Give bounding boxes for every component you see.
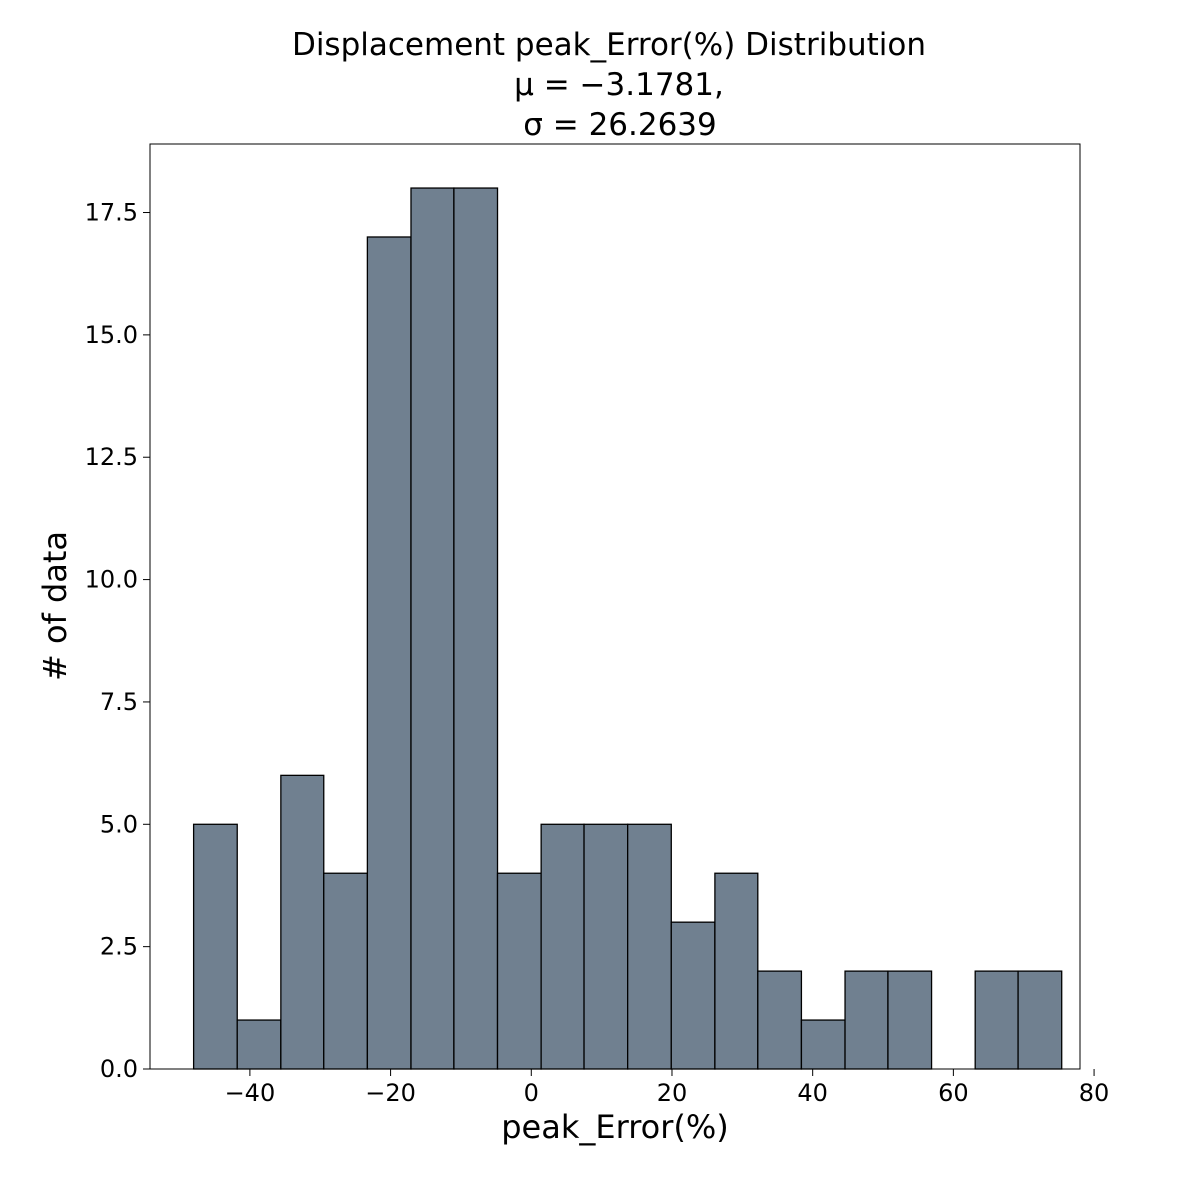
x-tick-label: 40 [797, 1079, 828, 1107]
plot-frame [149, 143, 1081, 1070]
histogram-bar [192, 823, 238, 1070]
histogram-bar [366, 236, 412, 1070]
histogram-bar [670, 921, 716, 1070]
histogram-bar [280, 774, 325, 1070]
chart-title: Displacement peak_Error(%) Distribution [292, 27, 926, 63]
x-axis-ticks: −40 −20 0 20 40 60 80 [225, 1069, 1110, 1107]
chart-title-group: Displacement peak_Error(%) Distribution … [292, 27, 926, 143]
histogram-bar [800, 1019, 846, 1070]
x-tick-label: 20 [657, 1079, 688, 1107]
x-tick-label: −20 [365, 1079, 416, 1107]
bars-group [192, 187, 1063, 1070]
y-axis-ticks: 0.0 2.5 5.0 7.5 10.0 12.5 15.0 17.5 [85, 199, 150, 1083]
histogram-bar [323, 872, 369, 1070]
histogram-bar [844, 970, 889, 1070]
y-tick-label: 17.5 [85, 199, 138, 227]
histogram-bar [583, 823, 629, 1070]
y-tick-label: 15.0 [85, 321, 138, 349]
chart-subtitle-sigma: σ = 26.2639 [523, 107, 717, 143]
y-tick-label: 12.5 [85, 443, 138, 471]
y-tick-label: 5.0 [100, 810, 138, 838]
x-tick-label: 60 [938, 1079, 969, 1107]
y-tick-label: 0.0 [100, 1055, 138, 1083]
histogram-bar [496, 872, 542, 1070]
histogram-bar [714, 872, 759, 1070]
histogram-bar [410, 187, 455, 1070]
histogram-bar [1017, 970, 1063, 1070]
histogram-bar [236, 1019, 282, 1070]
histogram-bar [887, 970, 933, 1070]
histogram-bar [540, 823, 585, 1070]
x-tick-label: 0 [524, 1079, 539, 1107]
y-tick-label: 2.5 [100, 933, 138, 961]
histogram-bar [453, 187, 499, 1070]
histogram-bar [757, 970, 803, 1070]
histogram-bar [627, 823, 672, 1070]
chart-subtitle-mu: μ = −3.1781, [514, 67, 724, 103]
histogram-bar [974, 970, 1019, 1070]
x-axis-label: peak_Error(%) [501, 1108, 729, 1146]
x-tick-label: 80 [1079, 1079, 1110, 1107]
y-tick-label: 7.5 [100, 688, 138, 716]
y-axis-label: # of data [36, 531, 74, 681]
x-tick-label: −40 [225, 1079, 276, 1107]
y-tick-label: 10.0 [85, 566, 138, 594]
